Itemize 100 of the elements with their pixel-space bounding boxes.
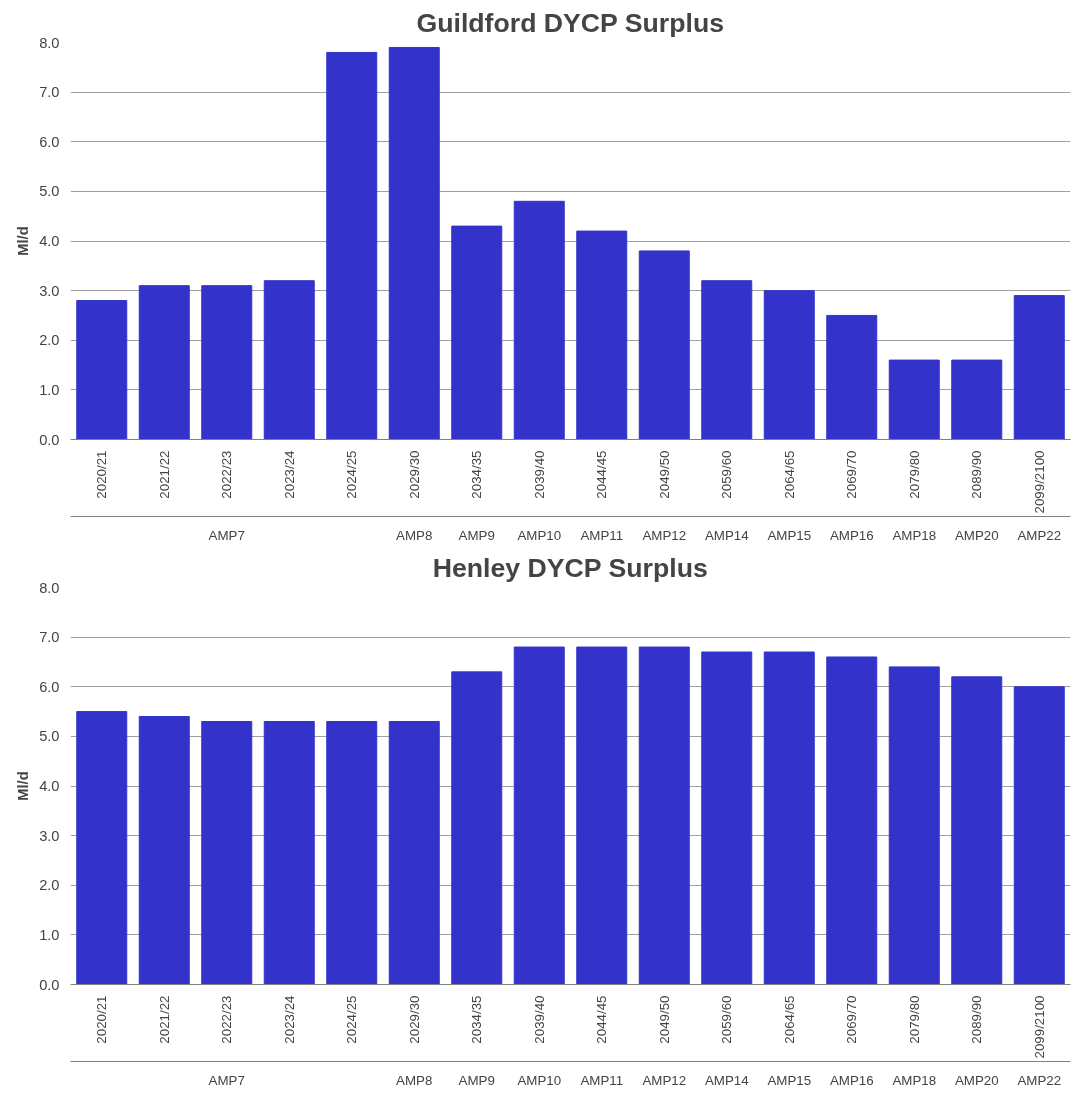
chart-title: Henley DYCP Surplus	[432, 552, 708, 583]
x-tick-label: 2020/21	[94, 450, 110, 499]
y-tick-label: 2.0	[39, 332, 60, 349]
y-tick-label: 1.0	[39, 926, 60, 943]
text: AMP11	[580, 1072, 624, 1088]
x-tick-label: 2029/30	[406, 450, 422, 499]
y-tick-label: 5.0	[39, 183, 60, 200]
x-tick-label: 2079/80	[906, 450, 922, 499]
x-tick-label: 2079/80	[906, 995, 922, 1044]
x-tick-label: 2034/35	[469, 450, 485, 499]
bar	[76, 300, 128, 440]
y-tick-label: 0.0	[39, 976, 60, 993]
x-tick-label: 2089/90	[969, 995, 985, 1044]
text: AMP15	[767, 527, 812, 543]
text: AMP22	[1017, 527, 1062, 543]
text: AMP20	[954, 1072, 999, 1088]
bar	[763, 290, 815, 440]
text: AMP9	[458, 527, 495, 543]
text: AMP18	[892, 1072, 937, 1088]
text: AMP8	[396, 527, 433, 543]
x-tick-label: 2023/24	[281, 994, 297, 1044]
bar	[951, 359, 1003, 440]
bar	[638, 250, 690, 440]
x-tick-label: 2023/24	[281, 449, 297, 499]
chart-title: Guildford DYCP Surplus	[416, 7, 725, 38]
y-tick-label: 6.0	[39, 678, 60, 695]
x-tick-label: 2099/2100	[1031, 995, 1047, 1059]
x-tick-label: 2020/21	[94, 995, 110, 1044]
x-tick-label: 2044/45	[594, 450, 610, 499]
text: AMP9	[458, 1072, 495, 1088]
x-tick-label: 2029/30	[406, 995, 422, 1044]
x-tick-label: 2024/25	[344, 450, 360, 499]
x-tick-label: 2064/65	[781, 450, 797, 499]
x-tick-label: 2089/90	[969, 450, 985, 499]
x-tick-label: 2039/40	[531, 450, 547, 499]
bar	[701, 280, 753, 440]
x-tick-label: 2022/23	[219, 450, 235, 499]
y-tick-label: 3.0	[39, 827, 60, 844]
bar	[826, 314, 878, 440]
bar	[201, 285, 253, 440]
text: AMP18	[892, 527, 937, 543]
y-tick-label: 5.0	[39, 728, 60, 745]
bar	[888, 666, 940, 985]
text: AMP22	[1017, 1072, 1062, 1088]
text: AMP7	[208, 527, 245, 543]
bar	[388, 46, 440, 440]
y-tick-label: 3.0	[39, 282, 60, 299]
x-tick-label: 2099/2100	[1031, 450, 1047, 514]
y-tick-label: 2.0	[39, 877, 60, 894]
x-tick-label: 2049/50	[656, 995, 672, 1044]
bar	[451, 671, 503, 985]
text: AMP8	[396, 1072, 433, 1088]
bar	[888, 359, 940, 440]
bar	[263, 280, 315, 440]
bar	[513, 646, 565, 985]
y-tick-label: 4.0	[39, 778, 60, 794]
bar	[388, 720, 440, 985]
bar	[201, 720, 253, 985]
text: AMP12	[642, 527, 687, 543]
x-tick-label: 2049/50	[656, 450, 672, 499]
bar	[763, 651, 815, 985]
y-axis-title: Ml/d	[15, 771, 32, 801]
bar	[1013, 295, 1065, 440]
bar	[326, 720, 378, 985]
text: AMP14	[704, 1072, 750, 1088]
y-tick-label: 8.0	[39, 579, 60, 596]
y-tick-label: 1.0	[39, 381, 60, 398]
y-tick-label: 0.0	[39, 431, 60, 448]
x-tick-label: 2059/60	[719, 995, 735, 1044]
y-tick-label: 7.0	[39, 84, 60, 101]
text: AMP20	[954, 527, 999, 543]
bar	[701, 651, 753, 985]
text: AMP12	[642, 1072, 687, 1088]
x-tick-label: 2069/70	[844, 450, 860, 499]
x-tick-label: 2059/60	[719, 450, 735, 499]
x-tick-label: 2039/40	[531, 995, 547, 1044]
text: AMP16	[829, 527, 874, 543]
x-tick-label: 2021/22	[156, 995, 172, 1044]
y-axis-title: Ml/d	[15, 226, 32, 256]
x-tick-label: 2064/65	[781, 995, 797, 1044]
text: AMP16	[829, 1072, 874, 1088]
x-tick-label: 2024/25	[344, 995, 360, 1044]
bar	[826, 656, 878, 985]
bar	[263, 720, 315, 985]
text: AMP15	[767, 1072, 812, 1088]
bar	[326, 51, 378, 440]
text: AMP7	[208, 1072, 245, 1088]
text: AMP14	[704, 527, 750, 543]
text: AMP10	[517, 527, 562, 543]
y-tick-label: 8.0	[39, 34, 60, 51]
bar	[638, 646, 690, 985]
text: AMP11	[580, 527, 624, 543]
y-tick-label: 7.0	[39, 629, 60, 646]
x-tick-label: 2069/70	[844, 995, 860, 1044]
x-tick-label: 2034/35	[469, 995, 485, 1044]
y-tick-label: 4.0	[39, 233, 60, 249]
bar	[951, 676, 1003, 985]
bar	[1013, 686, 1065, 985]
bar	[451, 225, 503, 440]
y-tick-label: 6.0	[39, 133, 60, 150]
